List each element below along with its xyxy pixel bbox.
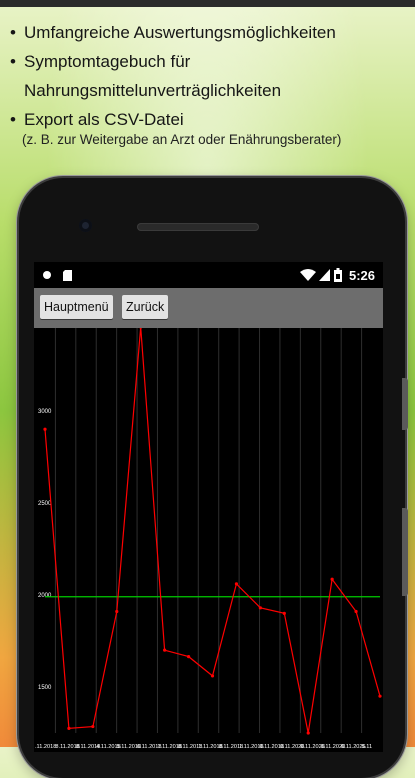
feature-text: Symptomtagebuch für [24,52,191,71]
data-point [67,726,71,730]
data-point [91,724,95,729]
data-point [163,648,167,652]
status-bar: 5:26 [34,262,383,288]
sd-card-icon [63,270,72,281]
data-point [354,609,358,614]
feature-item: • Umfangreiche Auswertungsmöglichkeiten [10,18,410,47]
speaker-grille [137,223,259,231]
clock: 5:26 [349,268,376,283]
feature-item: • Export als CSV-Datei [10,105,410,134]
x-tick-label: 5.11 [362,744,372,750]
y-tick-label: 2500 [38,501,52,507]
series-line [44,328,381,734]
x-tick-label: .11.2018 [35,744,56,750]
feature-list: • Umfangreiche Auswertungsmöglichkeiten … [10,18,410,148]
data-point [234,582,239,586]
data-point [43,427,47,431]
feature-item-continuation: Nahrungsmittelunverträglichkeiten [10,76,410,105]
feature-text: Export als CSV-Datei [24,110,184,129]
feature-text: Nahrungsmittelunverträglichkeiten [24,81,282,100]
front-camera [79,219,92,232]
feature-text: Umfangreiche Auswertungsmöglichkeiten [24,23,336,42]
wifi-icon [300,269,316,281]
bullet-icon: • [10,110,16,129]
data-point [282,611,286,615]
volume-button [402,378,408,430]
data-point [210,674,215,678]
data-point [330,577,334,581]
battery-icon [334,268,342,282]
record-dot-icon [43,271,51,279]
feature-subtext: (z. B. zur Weitergabe an Arzt oder Enähr… [22,132,342,147]
data-point [306,731,310,735]
data-point [258,606,262,610]
app-toolbar: Hauptmenü Zurück [34,288,383,328]
bullet-icon: • [10,52,16,71]
data-point [139,328,143,329]
phone-screen: 5:26 Hauptmenü Zurück 1500 2000 2500 3000 .1… [34,262,383,752]
top-bar [0,0,415,7]
back-button[interactable]: Zurück [122,295,169,319]
line-chart: 1500 2000 2500 3000.11.2018 8.11.2018 8.11.20… [34,328,383,752]
y-tick-label: 2000 [38,593,52,599]
y-tick-label: 1500 [38,685,52,691]
data-point [186,655,191,659]
cell-signal-icon [319,269,330,281]
data-point [378,694,382,698]
feature-item: • Symptomtagebuch für [10,47,410,76]
bullet-icon: • [10,23,16,42]
power-button [402,508,408,596]
y-tick-label: 3000 [38,409,52,415]
data-point [115,609,119,614]
main-menu-button[interactable]: Hauptmenü [40,295,113,319]
